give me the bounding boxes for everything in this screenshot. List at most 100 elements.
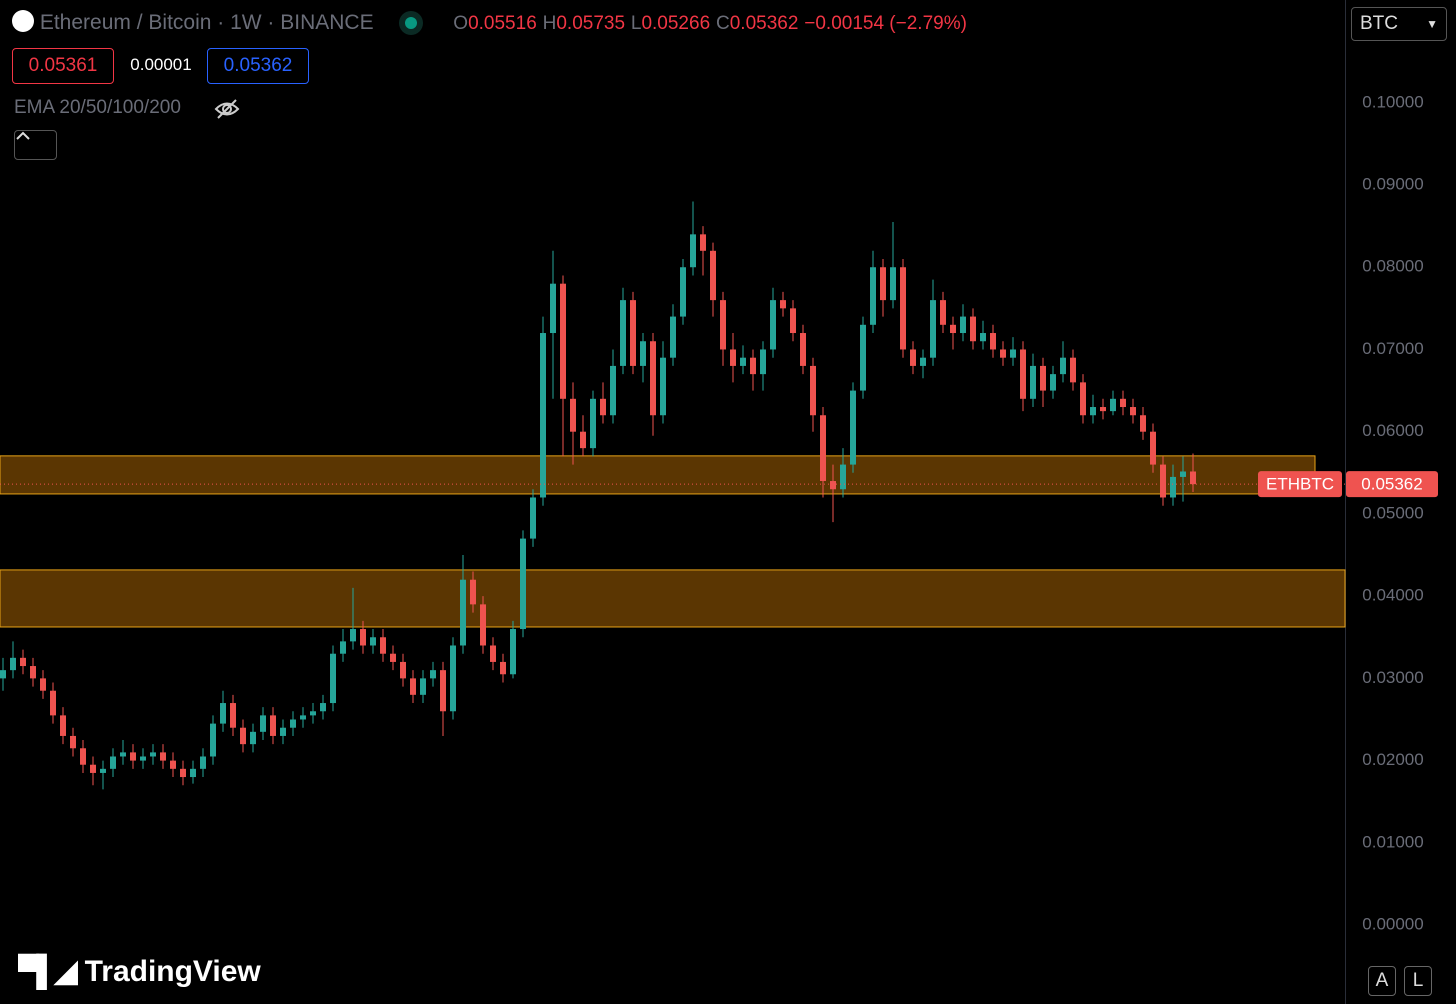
candle-body xyxy=(450,645,456,712)
candle-body xyxy=(740,357,746,366)
y-tick-label: 0.08000 xyxy=(1362,257,1423,276)
candle-body xyxy=(70,735,76,749)
spread: 0.00001 xyxy=(130,55,192,74)
collapse-button[interactable] xyxy=(14,130,57,160)
log-scale-button[interactable]: L xyxy=(1404,966,1432,996)
candle-body xyxy=(650,341,656,416)
candle-body xyxy=(160,752,166,761)
candle-body xyxy=(950,324,956,334)
price-badge: 0.05362 xyxy=(1361,475,1422,494)
candle-body xyxy=(570,398,576,432)
candle-body xyxy=(1100,407,1106,412)
candle-body xyxy=(1050,374,1056,391)
candle-body xyxy=(780,300,786,309)
candle-body xyxy=(400,661,406,679)
candle-body xyxy=(850,390,856,465)
candle-body xyxy=(180,768,186,778)
o-label: O xyxy=(453,13,469,34)
y-tick-label: 0.06000 xyxy=(1362,421,1423,440)
currency-select[interactable]: BTC ▼ xyxy=(1351,7,1447,41)
currency: BTC xyxy=(1360,13,1398,34)
symbol-badge: ETHBTC xyxy=(1266,475,1334,494)
candle-body xyxy=(520,538,526,630)
candle-body xyxy=(90,764,96,773)
candle-body xyxy=(140,756,146,761)
candle-body xyxy=(30,666,36,679)
candle-body xyxy=(990,333,996,350)
symbol-title[interactable]: Ethereum / Bitcoin · 1W · BINANCE xyxy=(39,11,374,34)
candle-body xyxy=(80,748,86,765)
candle-body xyxy=(550,283,556,334)
candle-body xyxy=(270,715,276,736)
candle-body xyxy=(1030,365,1036,399)
hide-icon[interactable] xyxy=(214,96,240,122)
candle-body xyxy=(980,333,986,342)
candle-body xyxy=(210,723,216,757)
candle-body xyxy=(510,629,516,675)
candle-body xyxy=(700,234,706,251)
indicator-label[interactable]: EMA 20/50/100/200 xyxy=(14,97,181,118)
candle-body xyxy=(910,349,916,366)
candle-body xyxy=(630,300,636,366)
candle-body xyxy=(870,267,876,325)
candle-body xyxy=(380,637,386,654)
auto-scale-button[interactable]: A xyxy=(1368,966,1396,996)
logo[interactable]: ▀▌◢ TradingView xyxy=(18,954,261,989)
candle-body xyxy=(390,653,396,662)
candle-body xyxy=(480,604,486,646)
candle-body xyxy=(40,678,46,691)
y-tick-label: 0.02000 xyxy=(1362,750,1423,769)
buy-button[interactable]: 0.05362 xyxy=(207,48,309,84)
candle-body xyxy=(0,670,6,679)
candle-body xyxy=(300,715,306,720)
candle-body xyxy=(930,300,936,358)
candle-body xyxy=(1020,349,1026,399)
price-badge-bg xyxy=(1346,471,1438,498)
candle-body xyxy=(590,398,596,449)
candle-body xyxy=(830,481,836,490)
candle-body xyxy=(580,431,586,449)
candle-body xyxy=(230,703,236,728)
candle-body xyxy=(1180,471,1186,477)
candle-body xyxy=(1140,415,1146,432)
dropdown-arrow: ▼ xyxy=(1426,17,1438,31)
candle-body xyxy=(1070,357,1076,383)
logo-mark: ▀▌◢ xyxy=(18,955,78,988)
candle-body xyxy=(120,752,126,757)
candle-body xyxy=(1080,382,1086,416)
candle-body xyxy=(670,316,676,358)
candle-body xyxy=(470,579,476,605)
candle-body xyxy=(1170,476,1176,498)
candle-body xyxy=(920,357,926,366)
y-tick-label: 0.03000 xyxy=(1362,668,1423,687)
candle-body xyxy=(170,760,176,769)
candle-body xyxy=(940,300,946,325)
candle-body xyxy=(350,629,356,642)
candle-body xyxy=(500,661,506,675)
candle-body xyxy=(970,316,976,342)
candle-body xyxy=(880,267,886,301)
candle-body xyxy=(410,678,416,695)
candle-body xyxy=(1150,431,1156,465)
candle-body xyxy=(370,637,376,646)
candle-body xyxy=(660,357,666,416)
candle-body xyxy=(640,341,646,366)
y-tick-label: 0.04000 xyxy=(1362,586,1423,605)
candle-body xyxy=(770,300,776,350)
candle-body xyxy=(720,300,726,350)
sell-button[interactable]: 0.05361 xyxy=(12,48,114,84)
c-label: C xyxy=(715,13,730,34)
market-status xyxy=(405,17,418,29)
candle-body xyxy=(10,657,16,671)
candle-body xyxy=(1110,398,1116,412)
symbol-icon xyxy=(12,10,34,32)
h-value: 0.05735 xyxy=(556,13,626,34)
candle-body xyxy=(530,497,536,539)
candle-body xyxy=(860,324,866,391)
candle-body xyxy=(1120,398,1126,408)
candle-body xyxy=(960,316,966,334)
candle-body xyxy=(800,333,806,366)
candle-body xyxy=(1190,471,1196,485)
candle-body xyxy=(820,415,826,482)
